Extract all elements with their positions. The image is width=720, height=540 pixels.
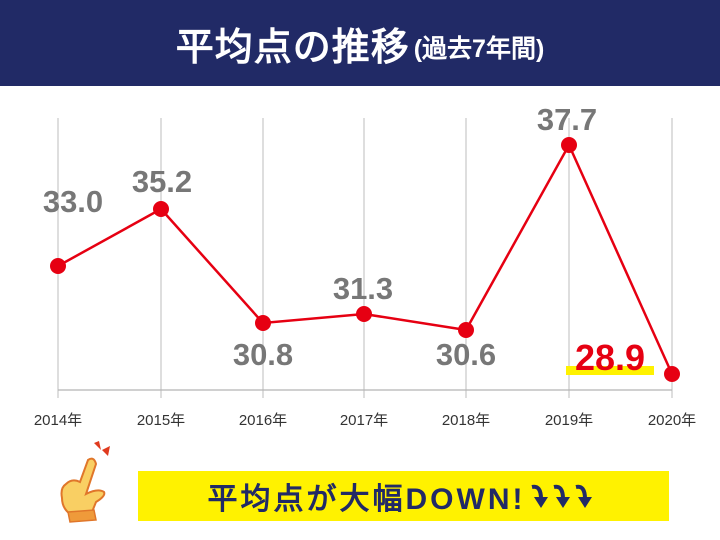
grid-lines: [57, 118, 673, 398]
chart-title: 平均点の推移: [175, 26, 410, 69]
x-tick-label: 2015年: [137, 412, 185, 429]
data-label: 35.2: [132, 164, 192, 199]
data-labels: 33.0 35.2 30.8 31.3 30.6 37.7 28.9: [43, 102, 645, 378]
summary-banner: 平均点が大幅DOWN!: [138, 471, 669, 521]
chart-subtitle: (過去7年間): [413, 35, 545, 63]
pointing-hand-icon: [60, 441, 110, 523]
down-arrows-icon: [532, 484, 593, 508]
x-tick-label: 2019年: [545, 412, 593, 429]
banner-text: 平均点が大幅DOWN!: [207, 483, 526, 516]
data-label: 31.3: [333, 271, 393, 306]
x-tick-label: 2016年: [239, 412, 287, 429]
x-tick-label: 2014年: [34, 412, 82, 429]
line-chart: 33.0 35.2 30.8 31.3 30.6 37.7 28.9 2014年…: [34, 102, 696, 429]
chart-title-bar: 平均点の推移 (過去7年間): [0, 0, 720, 86]
data-label: 33.0: [43, 184, 103, 219]
highlight-label: 28.9: [575, 337, 645, 378]
x-tick-label: 2020年: [648, 412, 696, 429]
x-tick-labels: 2014年 2015年 2016年 2017年 2018年 2019年 2020…: [34, 412, 696, 429]
data-label: 37.7: [537, 102, 597, 137]
data-points: [50, 137, 680, 382]
x-tick-label: 2017年: [340, 412, 388, 429]
data-label: 30.6: [436, 337, 496, 372]
x-tick-label: 2018年: [442, 412, 490, 429]
highlight-underline: [566, 366, 654, 375]
data-label: 30.8: [233, 337, 293, 372]
